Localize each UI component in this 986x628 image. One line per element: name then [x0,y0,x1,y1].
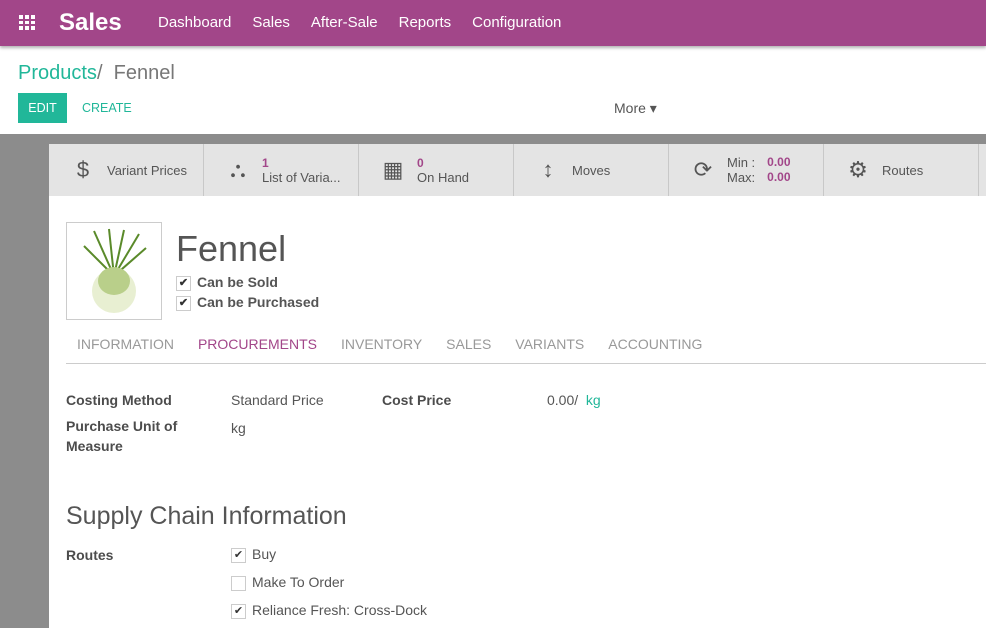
menu-reports[interactable]: Reports [398,14,452,31]
breadcrumb-current: Fennel [113,62,175,84]
more-dropdown[interactable]: More ▾ [614,100,657,116]
form-tabs: INFORMATION PROCUREMENTS INVENTORY SALES… [66,336,986,364]
cost-unit-link[interactable]: kg [585,392,601,408]
can-be-purchased-checkbox[interactable]: ✔ Can be Purchased [176,294,319,311]
route-mto-checkbox[interactable]: Make To Order [231,574,344,591]
refresh-icon: ⟳ [693,157,713,182]
variant-prices-button[interactable]: $ Variant Prices [49,144,204,196]
breadcrumb-products[interactable]: Products [18,62,97,84]
dollar-icon: $ [76,157,90,182]
purchase-uom-value: kg [231,420,246,436]
product-image[interactable] [66,222,162,320]
variants-button[interactable]: ⛬ 1 List of Varia... [204,144,359,196]
tab-procurements[interactable]: PROCUREMENTS [197,336,317,352]
can-be-sold-checkbox[interactable]: ✔ Can be Sold [176,274,278,291]
building-icon: ▦ [382,157,404,182]
tab-variants[interactable]: VARIANTS [515,336,585,352]
create-button[interactable]: CREATE [82,101,132,115]
cost-price-value: 0.00/ kg [547,392,601,408]
sitemap-icon: ⛬ [230,157,246,182]
arrows-vertical-icon: ↕ [542,157,554,182]
reordering-button[interactable]: ⟳ Min :0.00 Max: 0.00 [669,144,824,196]
menu-configuration[interactable]: Configuration [472,14,562,31]
top-navbar: Sales Dashboard Sales After-Sale Reports… [0,0,986,46]
routes-button[interactable]: ⚙ Routes [824,144,979,196]
costing-method-value: Standard Price [231,392,324,408]
moves-button[interactable]: ↕ Moves [514,144,669,196]
menu-dashboard[interactable]: Dashboard [158,14,232,31]
on-hand-button[interactable]: ▦ 0 On Hand [359,144,514,196]
edit-button[interactable]: EDIT [18,93,67,123]
cost-price-label: Cost Price [382,392,452,408]
tab-inventory[interactable]: INVENTORY [340,336,423,352]
tab-information[interactable]: INFORMATION [77,336,174,352]
cogs-icon: ⚙ [848,157,868,182]
apps-grid-icon[interactable] [19,15,37,30]
purchase-uom-label: Purchase Unit of Measure [66,418,178,454]
route-crossdock-checkbox[interactable]: ✔ Reliance Fresh: Cross-Dock [231,602,427,619]
tab-accounting[interactable]: ACCOUNTING [608,336,703,352]
form-sheet: $ Variant Prices ⛬ 1 List of Varia... ▦ 0 On … [49,144,986,628]
product-name: Fennel [176,228,287,269]
breadcrumb: Products/ Fennel [18,62,175,84]
menu-after-sale[interactable]: After-Sale [310,14,378,31]
app-title: Sales [59,9,122,36]
tab-sales[interactable]: SALES [446,336,492,352]
menu-sales[interactable]: Sales [252,14,290,31]
costing-method-label: Costing Method [66,392,172,408]
routes-label: Routes [66,547,114,563]
supply-chain-heading: Supply Chain Information [66,502,347,530]
route-buy-checkbox[interactable]: ✔ Buy [231,546,276,563]
